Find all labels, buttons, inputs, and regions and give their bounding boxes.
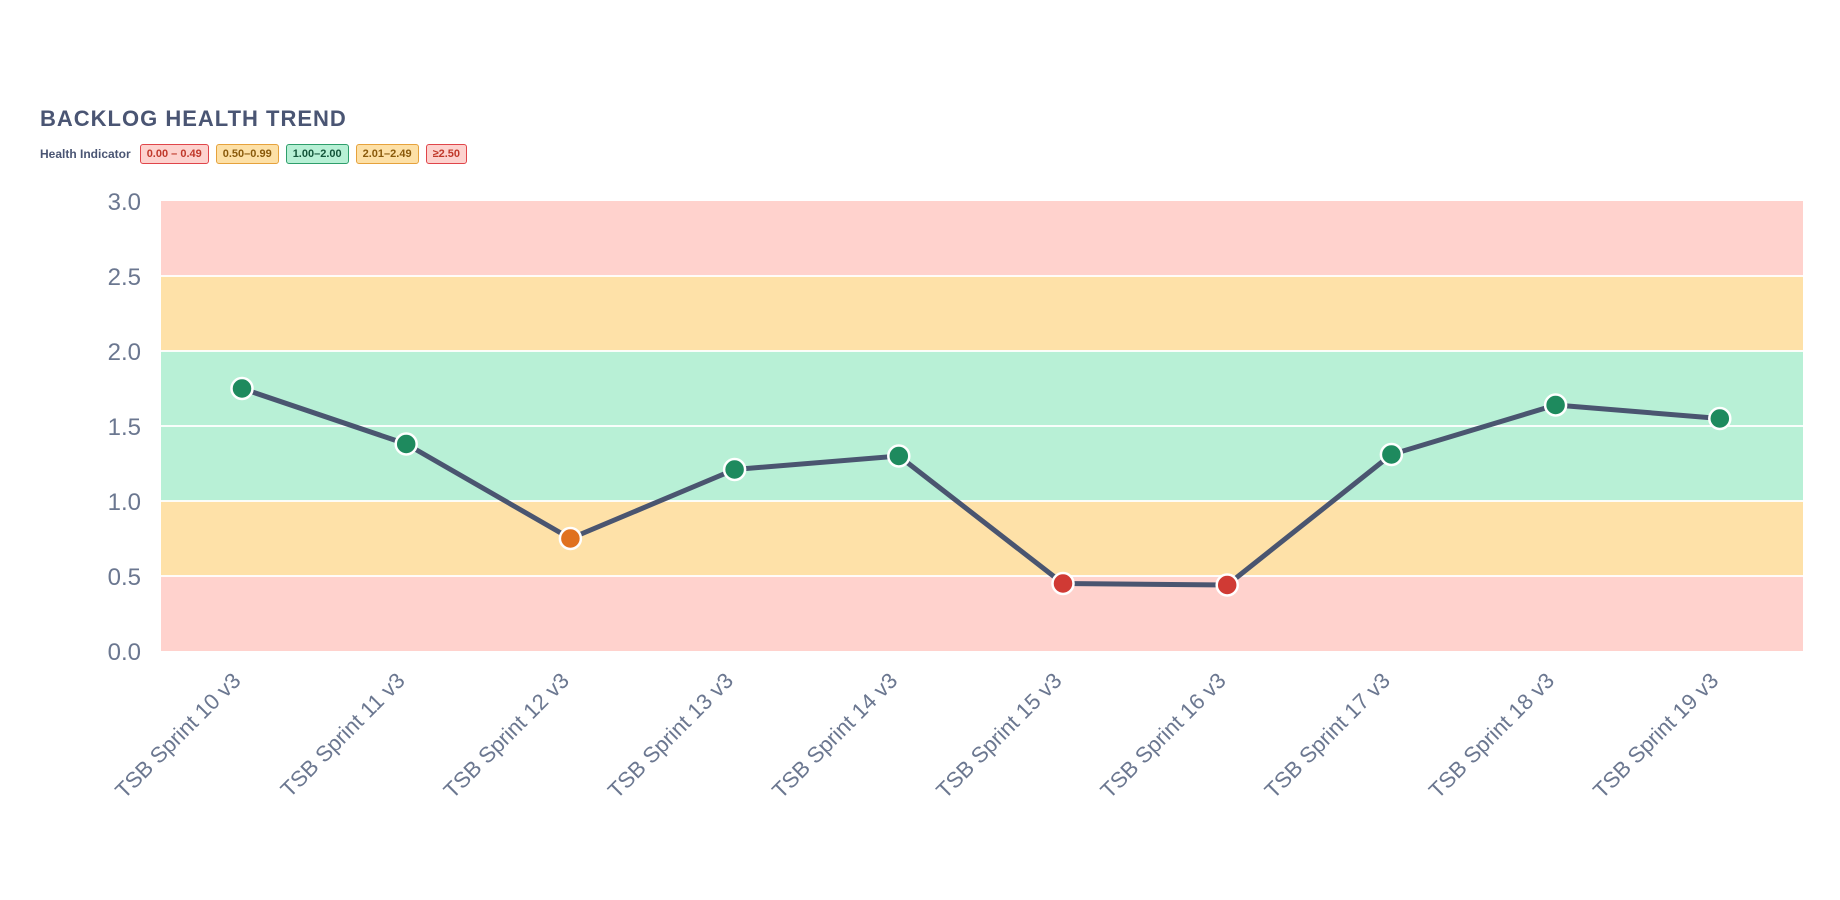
health-band-4 (161, 201, 1803, 276)
data-point (230, 376, 254, 401)
health-band-3 (161, 276, 1803, 351)
legend-label: Health Indicator (40, 147, 131, 161)
legend: Health Indicator 0.00 – 0.49 0.50–0.99 1… (40, 144, 468, 164)
x-tick-label: TSB Sprint 10 v3 (110, 668, 245, 803)
legend-chip-good: 1.00–2.00 (285, 144, 349, 164)
data-point (1379, 442, 1404, 467)
x-tick-label: TSB Sprint 19 v3 (1588, 668, 1723, 803)
x-tick-label: TSB Sprint 15 v3 (931, 668, 1066, 803)
legend-chip-bad-low: 0.00 – 0.49 (139, 144, 209, 164)
x-tick-label: TSB Sprint 13 v3 (603, 668, 738, 803)
chart-title: BACKLOG HEALTH TREND (40, 106, 347, 131)
health-band-1 (161, 501, 1803, 576)
y-tick-label: 0.5 (108, 564, 141, 591)
x-tick-label: TSB Sprint 11 v3 (276, 668, 410, 802)
data-point (1543, 393, 1568, 417)
y-tick-label: 1.0 (108, 489, 141, 516)
y-tick-label: 2.5 (108, 264, 141, 291)
legend-chip-warn-high: 2.01–2.49 (355, 144, 419, 164)
series-line (239, 386, 1723, 588)
y-tick-label: 0.0 (108, 639, 141, 666)
data-point (887, 444, 911, 468)
data-point (558, 526, 583, 551)
y-tick-label: 3.0 (108, 189, 141, 216)
legend-chip-bad-high: ≥2.50 (425, 144, 468, 164)
x-tick-label: TSB Sprint 14 v3 (767, 668, 902, 803)
health-band-0 (161, 576, 1803, 651)
data-point (722, 457, 747, 482)
x-tick-label: TSB Sprint 16 v3 (1095, 668, 1230, 803)
data-point (1051, 571, 1075, 596)
data-point (394, 432, 418, 456)
y-tick-label: 2.0 (108, 339, 141, 366)
y-tick-label: 1.5 (108, 414, 141, 441)
x-tick-label: TSB Sprint 18 v3 (1424, 668, 1559, 803)
x-tick-label: TSB Sprint 12 v3 (439, 668, 574, 803)
data-point (1215, 573, 1239, 597)
x-tick-label: TSB Sprint 17 v3 (1260, 668, 1395, 803)
data-point (1708, 406, 1732, 431)
legend-chip-warn-low: 0.50–0.99 (215, 144, 279, 164)
